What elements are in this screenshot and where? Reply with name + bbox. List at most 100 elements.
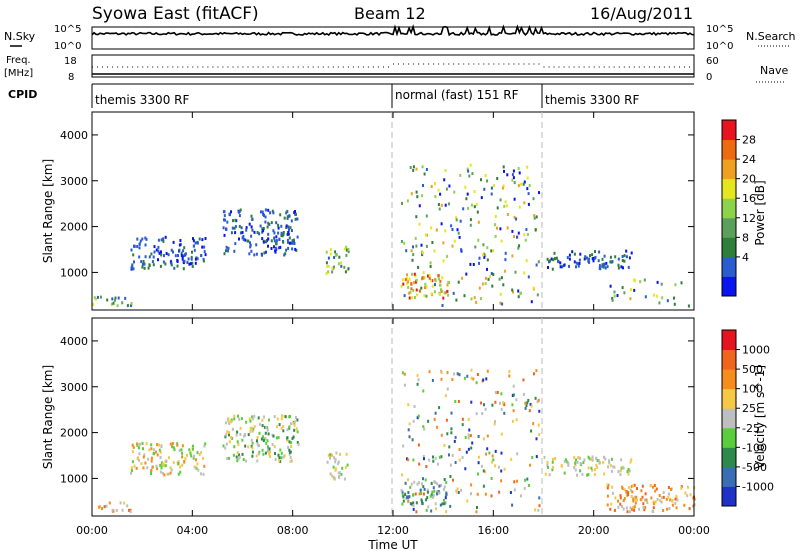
echo-cell xyxy=(241,438,244,442)
echo-cell xyxy=(482,437,485,441)
echo-cell xyxy=(416,382,419,386)
echo-cell xyxy=(494,449,497,453)
cpid-segment-2: normal (fast) 151 RF xyxy=(395,88,519,102)
echo-cell xyxy=(244,433,246,436)
echo-cell xyxy=(498,490,501,494)
echo-cell xyxy=(502,184,505,188)
echo-cell xyxy=(409,290,412,294)
echo-cell xyxy=(455,216,458,220)
echo-cell xyxy=(560,464,563,468)
echo-cell xyxy=(273,415,276,419)
echo-cell xyxy=(168,456,170,460)
echo-cell xyxy=(422,477,424,481)
echo-cell xyxy=(234,231,237,235)
echo-cell xyxy=(524,478,527,482)
echo-cell xyxy=(93,296,96,300)
echo-cell xyxy=(459,219,462,223)
echo-cell xyxy=(520,182,523,186)
echo-cell xyxy=(491,460,493,464)
echo-cell xyxy=(567,461,570,465)
echo-cell xyxy=(508,370,511,374)
echo-cell xyxy=(249,241,251,245)
echo-cell xyxy=(270,239,273,243)
echo-cell xyxy=(268,418,270,422)
echo-cell xyxy=(263,415,265,419)
echo-cell xyxy=(422,455,425,458)
echo-cell xyxy=(527,202,530,206)
echo-cell xyxy=(464,436,467,439)
echo-cell xyxy=(631,508,633,512)
echo-cell xyxy=(144,236,147,240)
echo-cell xyxy=(529,463,532,467)
echo-cell xyxy=(454,400,457,403)
echo-cell xyxy=(135,466,138,470)
echo-cell xyxy=(347,248,350,251)
echo-cell xyxy=(226,430,229,434)
echo-cell xyxy=(159,456,162,459)
echo-cell xyxy=(415,501,418,505)
echo-cell xyxy=(288,228,290,232)
echo-cell xyxy=(425,168,428,171)
echo-cell xyxy=(483,252,486,256)
echo-cell xyxy=(343,265,346,269)
echo-cell xyxy=(643,278,646,282)
echo-cell xyxy=(425,508,428,512)
echo-cell xyxy=(504,200,507,204)
echo-cell xyxy=(271,209,274,213)
echo-cell xyxy=(665,497,668,501)
nsearch-tick-top: 10^5 xyxy=(706,24,733,35)
echo-cell xyxy=(143,266,146,270)
echo-cell xyxy=(402,282,405,286)
echo-cell xyxy=(513,197,516,201)
echo-cell xyxy=(413,405,416,408)
echo-cell xyxy=(453,190,456,194)
echo-cell xyxy=(276,417,279,421)
echo-cell xyxy=(295,248,298,252)
echo-cell xyxy=(192,444,194,448)
echo-cell xyxy=(433,417,436,421)
colorbar-swatch xyxy=(722,276,736,297)
echo-cell xyxy=(518,171,521,175)
colorbar-tick-label: 100 xyxy=(742,383,763,396)
echo-cell xyxy=(435,228,438,232)
echo-cell xyxy=(196,462,199,466)
echo-cell xyxy=(251,228,254,232)
echo-cell xyxy=(661,296,664,300)
echo-cell xyxy=(518,205,521,209)
echo-cell xyxy=(656,498,659,501)
echo-cell xyxy=(477,472,479,476)
echo-cell xyxy=(167,253,170,257)
echo-cell xyxy=(494,215,497,218)
echo-cell xyxy=(256,436,259,439)
echo-cell xyxy=(440,455,443,459)
echo-cell xyxy=(470,368,473,372)
echo-cell xyxy=(625,255,628,259)
echo-cell xyxy=(486,447,489,451)
echo-cell xyxy=(288,452,291,456)
echo-cell xyxy=(550,257,553,261)
echo-cell xyxy=(599,267,602,271)
echo-cell xyxy=(444,291,447,295)
echo-cell xyxy=(250,214,253,218)
echo-cell xyxy=(613,465,616,469)
echo-cell xyxy=(475,381,478,385)
echo-cell xyxy=(337,262,340,266)
echo-cell xyxy=(590,466,593,470)
echo-cell xyxy=(595,456,598,460)
echo-cell xyxy=(610,502,613,506)
echo-cell xyxy=(532,422,535,426)
echo-cell xyxy=(609,260,612,264)
echo-cell xyxy=(577,456,580,459)
echo-cell xyxy=(576,460,579,464)
echo-cell xyxy=(261,237,264,241)
echo-cell xyxy=(180,251,183,255)
time-axis: 00:00 04:00 08:00 12:00 16:00 20:00 00:00 xyxy=(76,112,710,537)
echo-cell xyxy=(147,457,150,461)
echo-cell xyxy=(233,249,236,253)
echo-cell xyxy=(294,247,297,251)
echo-cell xyxy=(561,265,564,269)
echo-cell xyxy=(544,472,547,476)
colorbar-swatch xyxy=(722,369,736,390)
echo-cell xyxy=(423,172,426,176)
echo-cell xyxy=(337,460,340,464)
